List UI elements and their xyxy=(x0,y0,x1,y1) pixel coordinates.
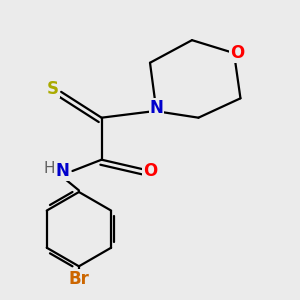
Text: O: O xyxy=(230,44,244,62)
Text: H: H xyxy=(43,161,55,176)
Text: S: S xyxy=(47,80,59,98)
Text: N: N xyxy=(149,99,164,117)
Text: N: N xyxy=(56,162,70,180)
Text: Br: Br xyxy=(68,270,89,288)
Text: O: O xyxy=(143,162,157,180)
